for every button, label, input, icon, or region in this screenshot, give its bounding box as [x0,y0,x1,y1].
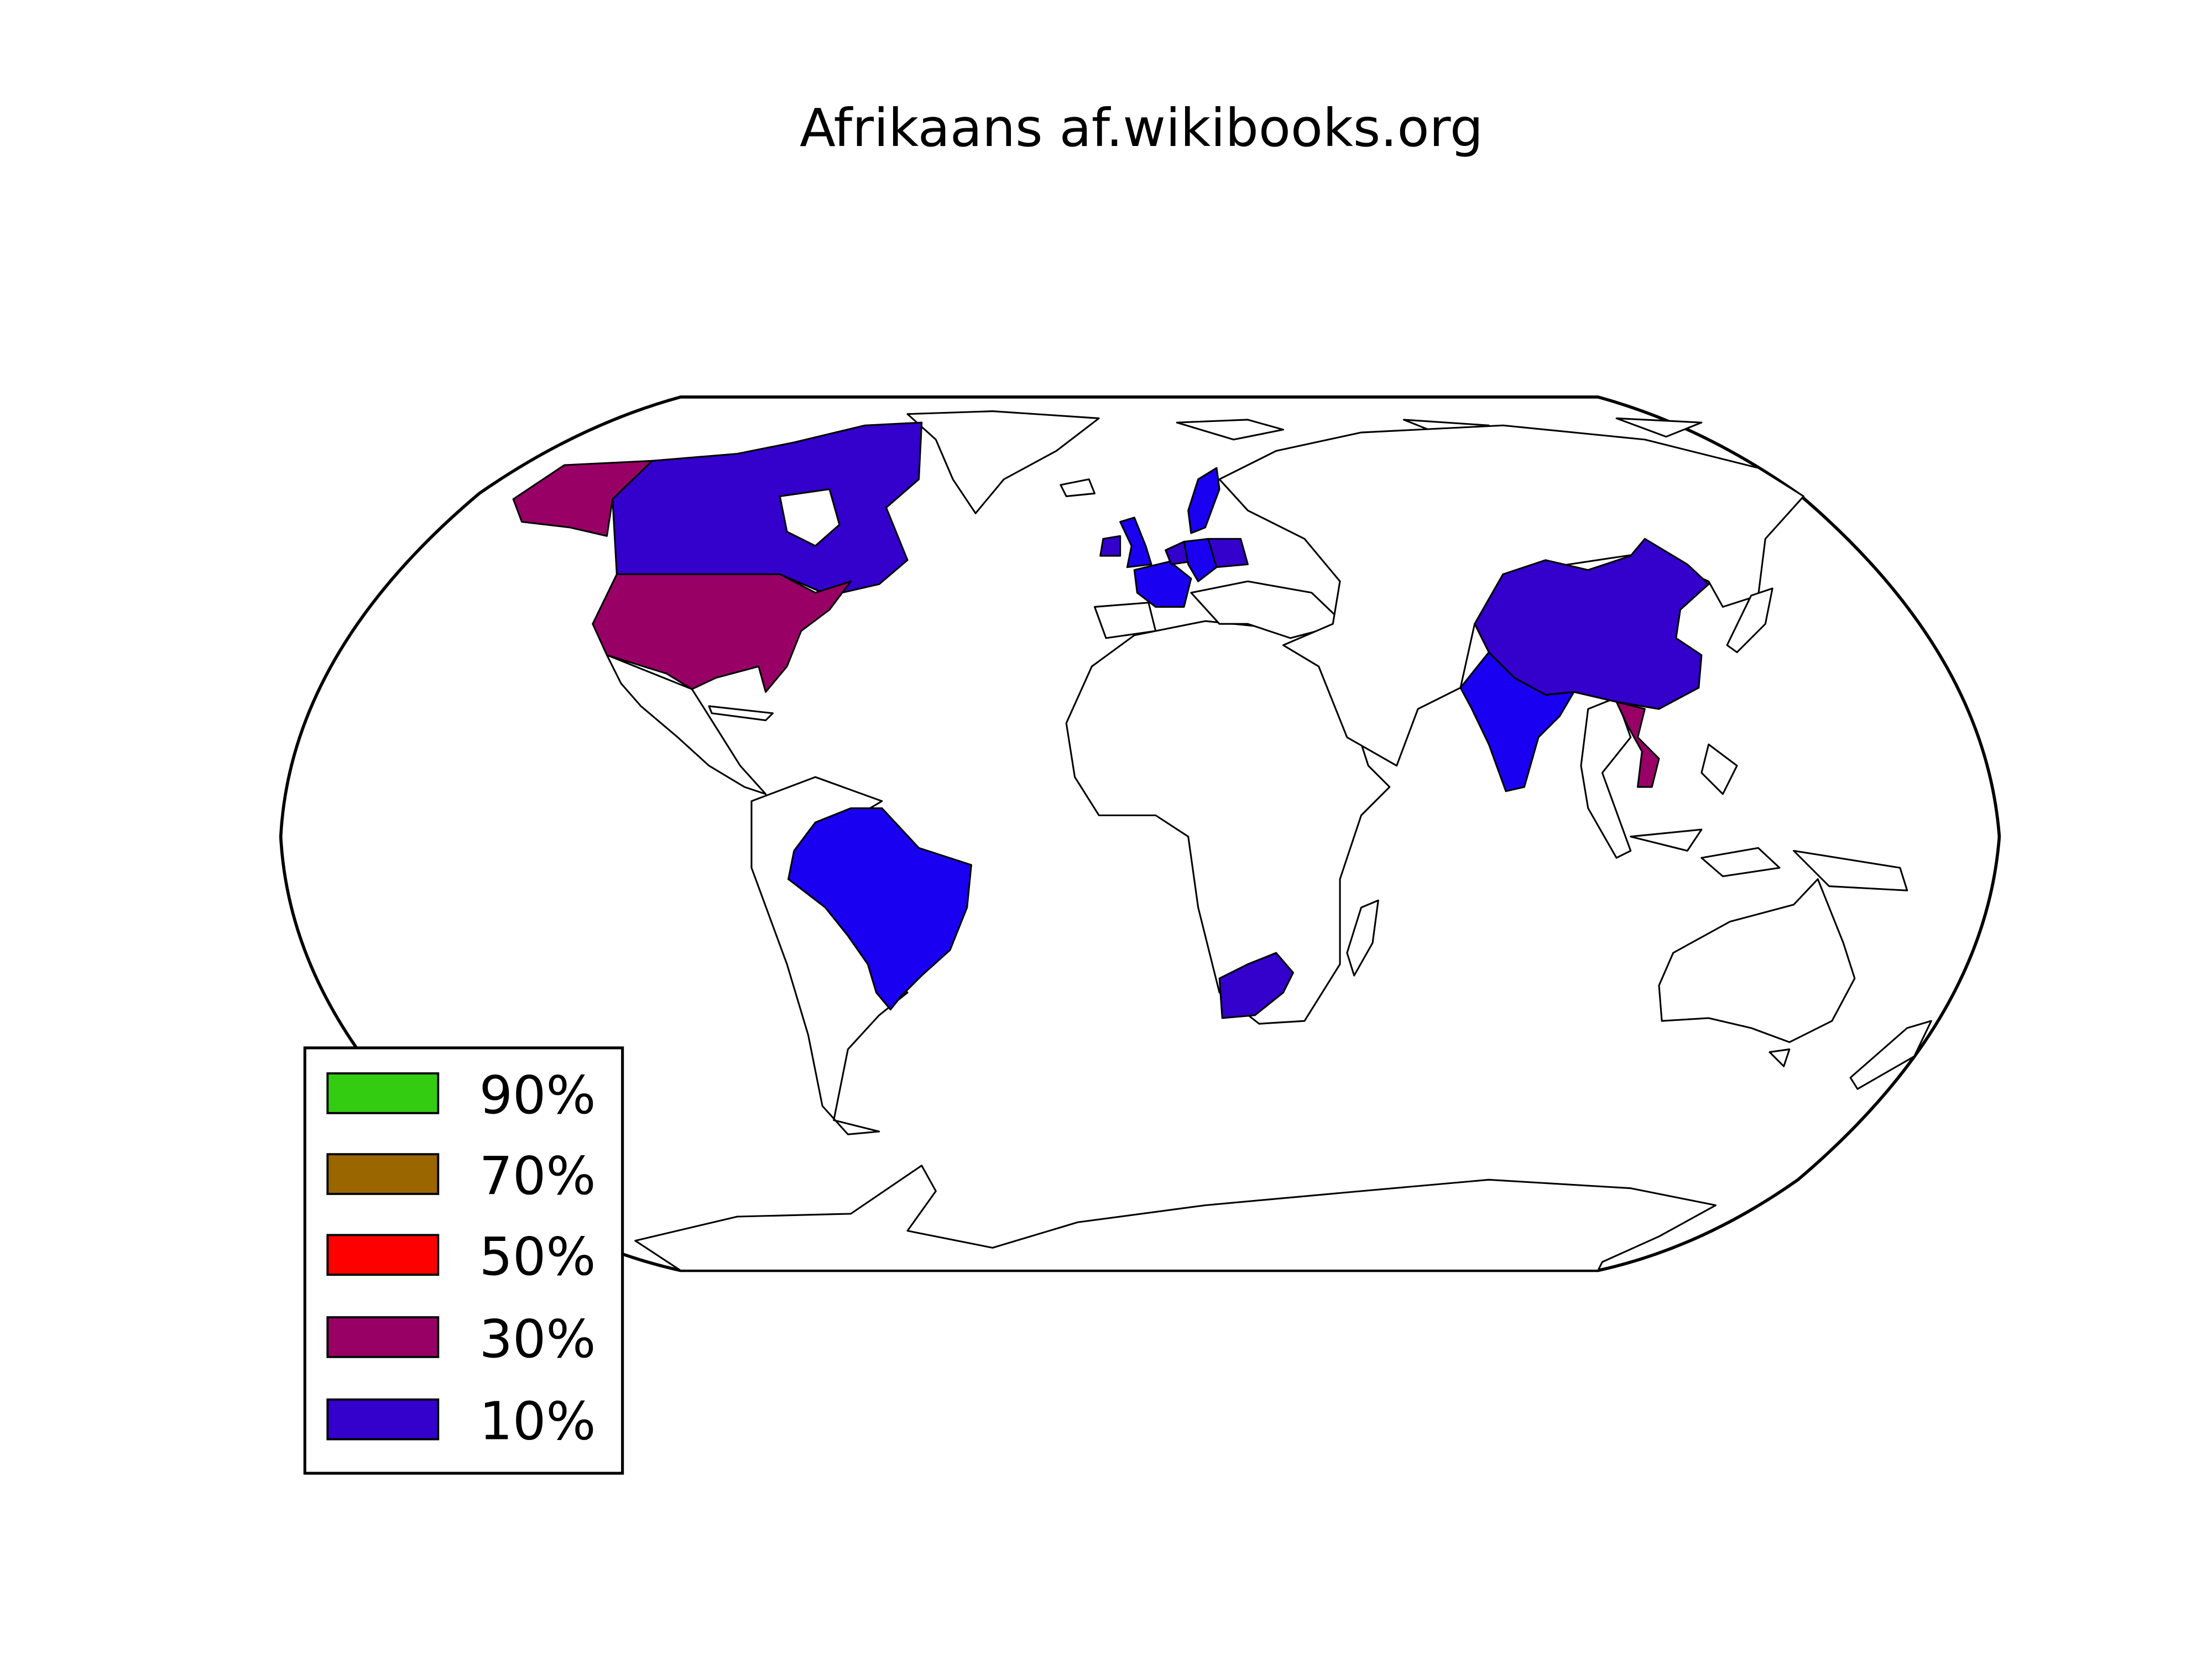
legend-item: 90% [326,1065,596,1126]
land-layer [606,410,1932,1271]
country-sweden [1187,467,1220,534]
iberia [1093,602,1157,639]
country-poland [1207,538,1249,568]
country-brazil [787,807,972,1011]
madagascar [1346,899,1379,977]
new-zealand [1849,1020,1932,1090]
australia [1658,878,1856,1044]
map-title: Afrikaans af.wikibooks.org [800,98,1483,159]
legend-label: 90% [479,1065,596,1126]
legend: 90% 70% 50% 30% 10% [303,1046,624,1475]
country-south-africa [1218,952,1294,1019]
country-vietnam [1615,701,1660,788]
legend-swatch [326,1234,440,1276]
greenland [906,410,1100,514]
cuba [708,705,774,722]
country-china [1474,538,1710,710]
country-usa [592,573,852,693]
iceland [1060,478,1096,497]
legend-swatch [326,1316,440,1358]
country-germany [1183,538,1218,582]
legend-label: 70% [479,1146,596,1207]
antarctica [634,1165,1717,1271]
tasmania [1768,1048,1791,1067]
country-alaska-usa [512,460,654,537]
legend-swatch [326,1398,440,1441]
hudson-bay [779,488,841,547]
countries-layer [512,421,1710,1019]
legend-swatch [326,1153,440,1195]
legend-item: 30% [326,1309,596,1370]
country-united-kingdom [1119,517,1152,568]
legend-label: 50% [479,1227,596,1287]
legend-swatch [326,1072,440,1114]
legend-item: 10% [326,1391,596,1452]
legend-label: 30% [479,1309,596,1370]
japan [1726,587,1773,654]
indonesia [1630,743,1908,891]
legend-item: 70% [326,1146,596,1207]
legend-label: 10% [479,1391,596,1452]
country-ireland [1099,535,1121,557]
mexico [606,654,767,795]
legend-item: 50% [326,1227,596,1287]
